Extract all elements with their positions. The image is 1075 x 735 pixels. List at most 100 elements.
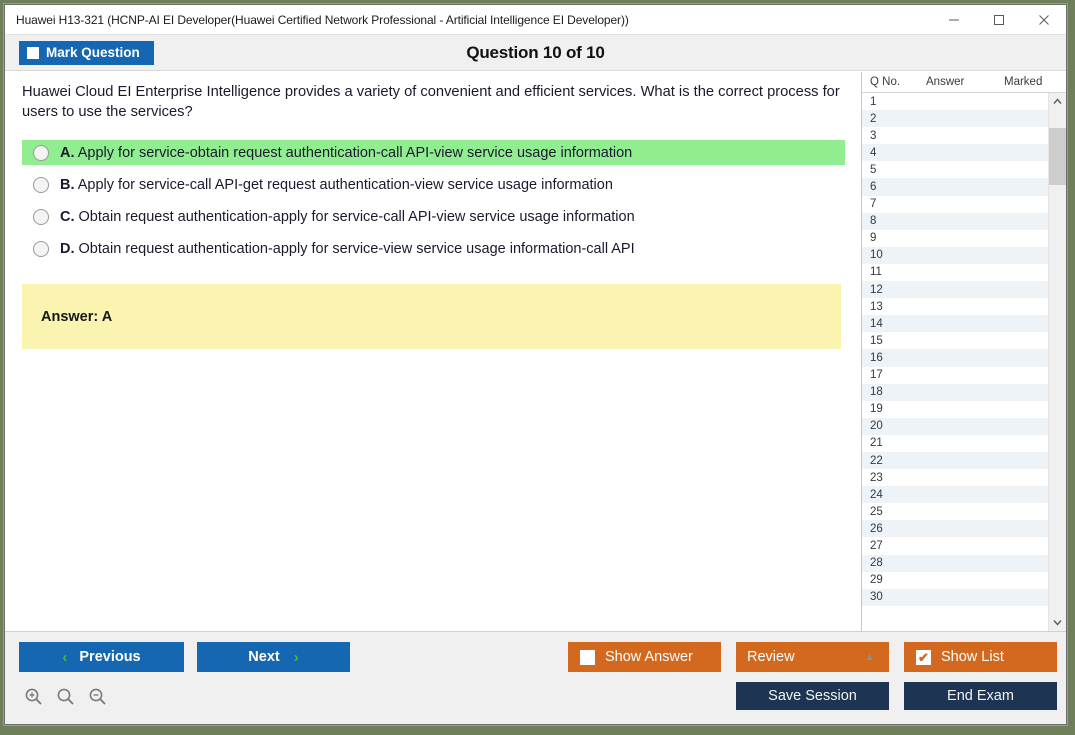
end-exam-button[interactable]: End Exam <box>904 682 1057 710</box>
question-list-row[interactable]: 1 <box>862 93 1048 111</box>
footer-toolbar: ‹ Previous Next › Show Answer Review ▲ ✔… <box>5 631 1066 724</box>
show-list-checkbox[interactable]: ✔ <box>916 649 931 665</box>
question-number-cell: 28 <box>870 557 883 570</box>
question-list-row[interactable]: 29 <box>862 571 1048 589</box>
question-list-row[interactable]: 14 <box>862 315 1048 333</box>
question-list-row[interactable]: 30 <box>862 588 1048 606</box>
option-row-b[interactable]: B. Apply for service-call API-get reques… <box>22 172 845 197</box>
question-number-cell: 19 <box>870 403 883 416</box>
question-list-header: Q No. Answer Marked <box>862 72 1066 93</box>
option-letter-d: D. <box>60 240 75 257</box>
column-header-marked: Marked <box>1004 76 1043 88</box>
question-list-row[interactable]: 17 <box>862 366 1048 384</box>
question-counter: Question 10 of 10 <box>466 42 605 62</box>
next-label: Next <box>248 649 280 665</box>
option-letter-b: B. <box>60 176 75 193</box>
question-number-cell: 6 <box>870 181 877 194</box>
question-list-row[interactable]: 28 <box>862 554 1048 572</box>
question-number-cell: 3 <box>870 129 877 142</box>
question-list-row[interactable]: 18 <box>862 383 1048 401</box>
close-icon[interactable] <box>1021 5 1066 34</box>
zoom-search-icon[interactable] <box>53 684 77 708</box>
next-button[interactable]: Next › <box>197 642 350 672</box>
review-label: Review <box>747 649 795 665</box>
radio-a[interactable] <box>33 144 49 161</box>
question-list-row[interactable]: 12 <box>862 281 1048 299</box>
chevron-up-icon[interactable] <box>1049 93 1066 110</box>
question-list-row[interactable]: 24 <box>862 486 1048 504</box>
zoom-in-icon[interactable] <box>21 684 45 708</box>
save-session-button[interactable]: Save Session <box>736 682 889 710</box>
exam-header-bar: Mark Question Question 10 of 10 <box>5 35 1066 71</box>
question-list-row[interactable]: 21 <box>862 434 1048 452</box>
minimize-icon[interactable] <box>931 5 976 34</box>
chevron-right-icon: › <box>293 648 299 666</box>
question-list-rows: 1 2 3 4 5 6 7 8 9 10 11 12 13 14 15 16 17 18 19 20 21 22 23 24 2… <box>862 93 1048 631</box>
question-list-row[interactable]: 25 <box>862 503 1048 521</box>
option-label-d: D. Obtain request authentication-apply f… <box>60 241 635 257</box>
review-dropdown[interactable]: Review ▲ <box>736 642 889 672</box>
previous-label: Previous <box>79 649 141 665</box>
question-list-row[interactable]: 26 <box>862 520 1048 538</box>
mark-question-button[interactable]: Mark Question <box>19 40 154 65</box>
exam-window: Huawei H13-321 (HCNP-AI EI Developer(Hua… <box>4 4 1067 725</box>
question-pane: Huawei Cloud EI Enterprise Intelligence … <box>5 71 861 631</box>
question-list-scrollbar[interactable] <box>1048 93 1066 631</box>
question-list-row[interactable]: 22 <box>862 451 1048 470</box>
option-row-a[interactable]: A. Apply for service-obtain request auth… <box>22 140 845 166</box>
save-session-label: Save Session <box>768 688 857 704</box>
option-row-d[interactable]: D. Obtain request authentication-apply f… <box>22 236 845 261</box>
question-list-row[interactable]: 27 <box>862 537 1048 555</box>
chevron-down-icon[interactable] <box>1049 614 1066 631</box>
show-list-button[interactable]: ✔ Show List <box>904 642 1057 672</box>
mark-question-checkbox[interactable] <box>27 46 39 59</box>
question-list-row[interactable]: 19 <box>862 400 1048 418</box>
previous-button[interactable]: ‹ Previous <box>19 642 184 672</box>
question-list-row[interactable]: 16 <box>862 349 1048 367</box>
title-bar: Huawei H13-321 (HCNP-AI EI Developer(Hua… <box>5 5 1066 35</box>
question-number-cell: 21 <box>870 437 883 450</box>
scrollbar-thumb[interactable] <box>1049 128 1066 185</box>
option-letter-c: C. <box>60 208 75 225</box>
show-answer-button[interactable]: Show Answer <box>568 642 721 672</box>
window-title: Huawei H13-321 (HCNP-AI EI Developer(Hua… <box>16 12 629 27</box>
question-number-cell: 15 <box>870 334 883 347</box>
question-list-row[interactable]: 5 <box>862 161 1048 179</box>
question-number-cell: 7 <box>870 198 877 211</box>
question-list-row[interactable]: 3 <box>862 127 1048 145</box>
window-controls <box>931 5 1066 34</box>
chevron-left-icon: ‹ <box>62 648 68 666</box>
question-list-row[interactable]: 2 <box>862 110 1048 128</box>
question-list-row[interactable]: 23 <box>862 469 1048 487</box>
question-list-row[interactable]: 15 <box>862 332 1048 350</box>
radio-d[interactable] <box>33 240 49 257</box>
question-list-row[interactable]: 10 <box>862 246 1048 264</box>
radio-b[interactable] <box>33 176 49 193</box>
question-list-row[interactable]: 8 <box>862 212 1048 230</box>
answer-box: Answer: A <box>22 284 841 350</box>
question-list-row[interactable]: 13 <box>862 298 1048 316</box>
question-number-cell: 1 <box>870 95 877 108</box>
question-list-row[interactable]: 9 <box>862 229 1048 247</box>
question-number-cell: 9 <box>870 232 877 245</box>
question-list-row[interactable]: 7 <box>862 195 1048 213</box>
option-label-c: C. Obtain request authentication-apply f… <box>60 209 635 225</box>
question-number-cell: 16 <box>870 351 883 364</box>
maximize-icon[interactable] <box>976 5 1021 34</box>
show-answer-checkbox[interactable] <box>580 649 595 665</box>
question-list-row[interactable]: 11 <box>862 263 1048 282</box>
question-list-row[interactable]: 20 <box>862 417 1048 435</box>
question-number-cell: 10 <box>870 249 883 262</box>
scrollbar-track[interactable] <box>1049 110 1066 614</box>
question-list-row[interactable]: 4 <box>862 144 1048 162</box>
option-text-b: Apply for service-call API-get request a… <box>77 176 613 193</box>
option-row-c[interactable]: C. Obtain request authentication-apply f… <box>22 204 845 229</box>
answer-label: Answer: A <box>41 308 113 325</box>
question-number-cell: 22 <box>870 454 883 467</box>
option-text-a: Apply for service-obtain request authent… <box>77 144 633 161</box>
question-number-cell: 11 <box>870 266 882 279</box>
radio-c[interactable] <box>33 208 49 225</box>
question-number-cell: 26 <box>870 522 883 535</box>
zoom-out-icon[interactable] <box>85 684 109 708</box>
question-list-row[interactable]: 6 <box>862 178 1048 196</box>
